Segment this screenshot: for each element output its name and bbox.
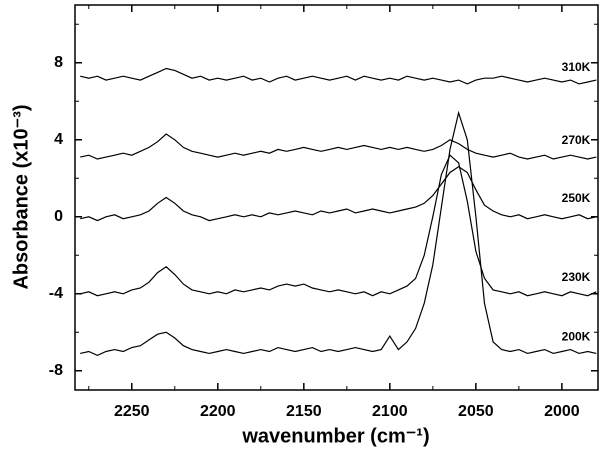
- x-tick-label: 2000: [544, 403, 580, 420]
- y-tick-label: -4: [49, 285, 63, 302]
- spectrum-line: [80, 67, 597, 85]
- x-tick-label: 2250: [114, 403, 150, 420]
- x-tick-label: 2050: [458, 403, 494, 420]
- series-label: 250K: [562, 191, 591, 205]
- y-tick-label: 0: [54, 208, 63, 225]
- plot-frame: [74, 4, 599, 391]
- series-label: 310K: [562, 60, 591, 74]
- spectrum-line: [80, 165, 597, 222]
- x-tick-label: 2150: [286, 403, 322, 420]
- y-tick-label: 8: [54, 54, 63, 71]
- series-label: 200K: [562, 330, 591, 344]
- series-label: 270K: [562, 133, 591, 147]
- spectrum-line: [80, 133, 597, 160]
- x-tick-label: 2200: [200, 403, 236, 420]
- series-label: 230K: [562, 270, 591, 284]
- x-tick-label: 2100: [372, 403, 408, 420]
- y-axis-title: Absorbance (x10⁻³): [10, 104, 32, 289]
- y-tick-label: 4: [54, 131, 63, 148]
- x-axis-title: wavenumber (cm⁻¹): [241, 425, 429, 447]
- spectrum-line: [80, 110, 597, 357]
- spectrum-line: [80, 154, 597, 297]
- y-tick-label: -8: [49, 362, 63, 379]
